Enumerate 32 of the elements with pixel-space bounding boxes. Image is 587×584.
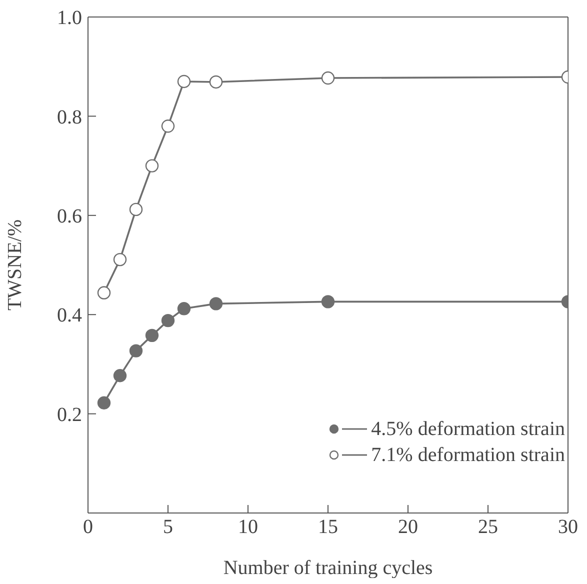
x-tick-label: 15: [318, 516, 338, 538]
x-axis-title: Number of training cycles: [223, 557, 433, 579]
point: [145, 159, 159, 172]
point: [161, 120, 175, 133]
y-tick-label: 0.6: [57, 206, 82, 228]
point: [161, 314, 175, 328]
x-tick-label: 0: [83, 516, 93, 538]
legend-label: 7.1% deformation strain: [371, 443, 565, 468]
point: [129, 202, 143, 216]
point: [129, 344, 143, 358]
point: [209, 297, 223, 310]
x-tick-label: 5: [163, 516, 173, 538]
y-tick-label: 0.2: [57, 404, 82, 426]
y-tick-label: 1.0: [57, 7, 82, 30]
x-tick-label: 25: [478, 516, 498, 538]
point: [113, 369, 127, 382]
y-axis-title: TWSNE/%: [4, 219, 26, 311]
x-tick-label: 10: [238, 516, 258, 538]
y-tick-label: 0.4: [57, 304, 82, 327]
legend-label: 4.5% deformation strain: [371, 417, 565, 442]
y-tick-label: 0.8: [57, 106, 82, 128]
point: [97, 396, 111, 410]
point: [97, 286, 111, 300]
point: [321, 71, 335, 85]
point: [177, 74, 191, 88]
point: [209, 75, 223, 89]
x-tick-label: 20: [398, 516, 418, 538]
x-tick-label: 30: [558, 516, 578, 538]
point: [177, 302, 191, 316]
point: [113, 252, 127, 266]
point: [321, 295, 335, 308]
point: [145, 328, 159, 342]
